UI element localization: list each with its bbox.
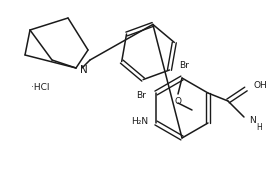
Text: O: O: [174, 96, 182, 105]
Text: OH: OH: [254, 82, 268, 91]
Text: H: H: [256, 123, 262, 132]
Text: Br: Br: [136, 91, 146, 100]
Text: ·HCl: ·HCl: [31, 84, 49, 93]
Text: N: N: [80, 65, 88, 75]
Text: H₂N: H₂N: [131, 116, 148, 125]
Text: Br: Br: [179, 61, 189, 70]
Text: N: N: [249, 116, 256, 125]
